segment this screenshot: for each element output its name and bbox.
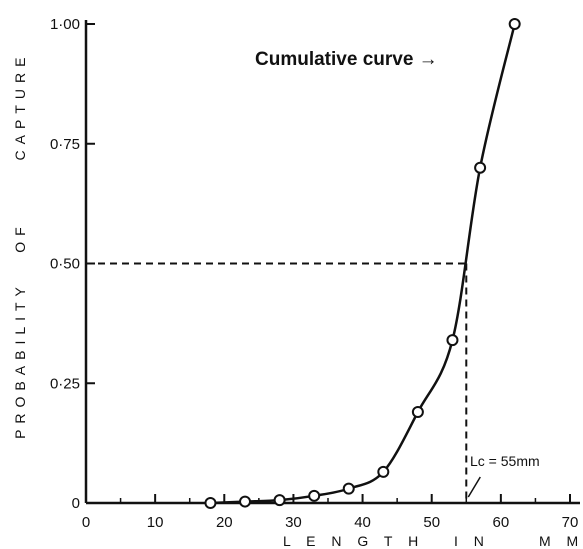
y-axis-title: PROBABILITY OF CAPTURE <box>12 52 28 439</box>
reference-lines <box>86 262 481 503</box>
x-axis-title: L E N G T H I N M M <box>283 533 583 549</box>
data-point <box>377 465 390 478</box>
data-point <box>474 161 487 174</box>
x-tick-label: 20 <box>216 514 233 531</box>
x-tick-label: 0 <box>82 514 90 531</box>
axes <box>84 20 580 505</box>
lc-pointer-line <box>467 476 481 498</box>
y-tick-label: 1·00 <box>50 16 80 33</box>
data-point <box>308 489 321 502</box>
x-tick-label: 30 <box>285 514 302 531</box>
y-axis-title-word-2: OF <box>12 221 28 252</box>
x-tick-label: 50 <box>423 514 440 531</box>
x-tick-label: 60 <box>493 514 510 531</box>
x-axis-title-word-3: M M <box>539 533 583 549</box>
data-point <box>411 405 424 418</box>
points-layer <box>204 18 521 509</box>
x-tick-label: 70 <box>562 514 579 531</box>
x-tick-label: 10 <box>147 514 164 531</box>
x-tick-label: 40 <box>354 514 371 531</box>
y-tick-label: 0·75 <box>50 136 80 153</box>
ticks: 0 10 20 30 40 50 60 70 0 0·25 0·50 0·75 1·00 <box>50 16 578 531</box>
x-axis-title-word-1: L E N G T H <box>283 533 424 549</box>
data-point <box>342 482 355 495</box>
y-tick-label: 0·50 <box>50 256 80 273</box>
curve-layer <box>210 23 516 505</box>
data-point <box>239 495 252 508</box>
lc-annotation: Lc = 55mm <box>470 453 540 469</box>
data-point <box>446 334 459 347</box>
y-tick-label: 0·25 <box>50 375 80 392</box>
curve-annotation: Cumulative curve → <box>255 49 438 70</box>
y-tick-label: 0 <box>72 495 80 512</box>
y-axis-title-word-3: CAPTURE <box>12 52 28 161</box>
data-point <box>508 18 521 30</box>
cumulative-curve-line <box>210 23 516 505</box>
y-axis-title-word-1: PROBABILITY <box>12 281 28 439</box>
data-point <box>273 494 286 507</box>
x-axis-title-word-2: I N <box>454 533 490 549</box>
data-point <box>204 497 217 509</box>
